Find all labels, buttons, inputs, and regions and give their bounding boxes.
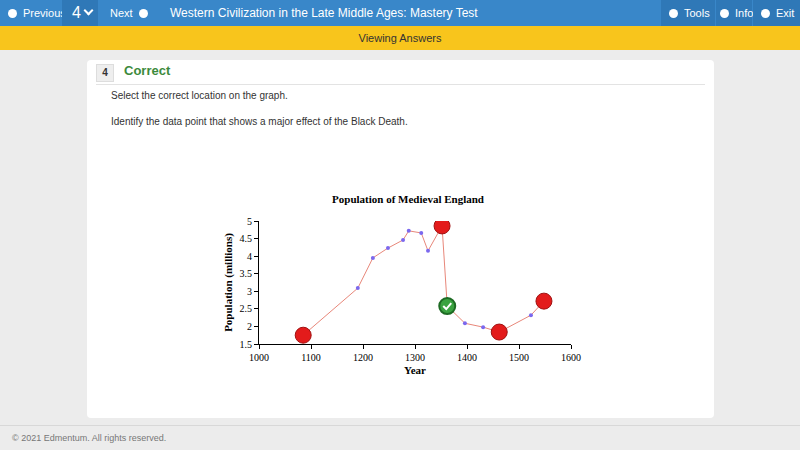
svg-text:1600: 1600 xyxy=(561,352,581,363)
svg-text:1400: 1400 xyxy=(457,352,477,363)
html-text:Exit: Exit xyxy=(776,7,795,19)
svg-text:4: 4 xyxy=(247,251,252,262)
svg-text:5: 5 xyxy=(247,216,252,227)
svg-text:1300: 1300 xyxy=(405,352,425,363)
html-text:© 2021 Edmentum. All rights re: © 2021 Edmentum. All rights reserved. xyxy=(12,433,167,443)
svg-text:Population (millions): Population (millions) xyxy=(222,233,235,332)
svg-text:2.5: 2.5 xyxy=(240,303,253,314)
html-text:Previous: Previous xyxy=(23,7,66,19)
svg-text:1000: 1000 xyxy=(249,352,269,363)
svg-text:1500: 1500 xyxy=(509,352,529,363)
html-text:Next: Next xyxy=(110,7,133,19)
html-text:Tools: Tools xyxy=(684,7,710,19)
svg-text:1100: 1100 xyxy=(301,352,321,363)
svg-text:2: 2 xyxy=(247,321,252,332)
html-text:Info: Info xyxy=(735,7,754,19)
svg-text:3.5: 3.5 xyxy=(240,268,253,279)
html-text:Correct: Correct xyxy=(124,63,171,78)
svg-text:Year: Year xyxy=(404,364,426,376)
html-text:Viewing Answers: Viewing Answers xyxy=(358,32,442,44)
svg-text:4.5: 4.5 xyxy=(240,233,253,244)
html-text:4: 4 xyxy=(72,4,81,21)
svg-text:3: 3 xyxy=(247,286,252,297)
svg-text:Population of Medieval England: Population of Medieval England xyxy=(332,193,484,205)
svg-text:1200: 1200 xyxy=(353,352,373,363)
html-text:Select the correct location on: Select the correct location on the graph… xyxy=(111,90,288,101)
html-text:Identify the data point that s: Identify the data point that shows a maj… xyxy=(111,116,408,127)
html-text:4: 4 xyxy=(102,67,108,78)
html-text:Western Civilization in the La: Western Civilization in the Late Middle … xyxy=(170,6,478,20)
svg-text:1.5: 1.5 xyxy=(240,339,253,350)
